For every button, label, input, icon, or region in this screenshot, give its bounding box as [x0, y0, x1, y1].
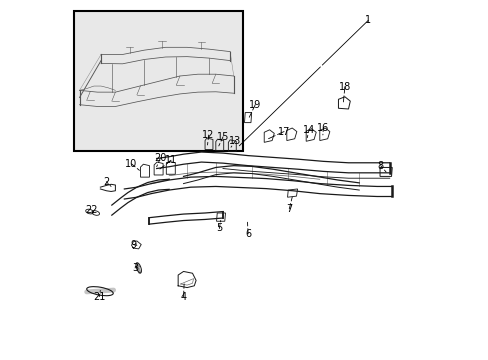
Text: 21: 21	[93, 292, 105, 302]
Text: 5: 5	[216, 224, 222, 233]
Text: 18: 18	[338, 82, 350, 92]
Text: 19: 19	[248, 100, 261, 110]
Text: 1: 1	[365, 15, 370, 26]
Text: 6: 6	[244, 229, 251, 239]
Text: 14: 14	[302, 125, 315, 135]
Text: 8: 8	[377, 161, 383, 171]
Text: 12: 12	[202, 130, 214, 140]
Text: 13: 13	[229, 136, 241, 145]
Text: 20: 20	[154, 153, 166, 163]
Text: 10: 10	[125, 159, 138, 169]
Text: 9: 9	[130, 239, 136, 249]
Text: 7: 7	[285, 204, 292, 214]
Text: 16: 16	[317, 123, 329, 133]
Text: 11: 11	[164, 155, 177, 165]
Text: 22: 22	[84, 206, 97, 216]
Text: 3: 3	[132, 263, 138, 273]
Text: 17: 17	[277, 127, 289, 136]
Text: 4: 4	[180, 292, 186, 302]
Text: 15: 15	[216, 132, 229, 142]
Text: 2: 2	[103, 177, 109, 187]
Bar	[74, 12, 242, 151]
